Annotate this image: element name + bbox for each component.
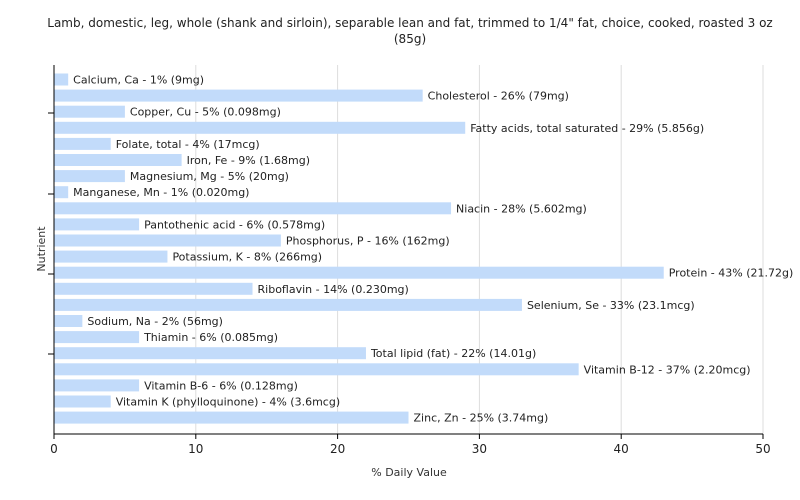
x-axis-label: % Daily Value [371, 466, 447, 479]
bar-label: Phosphorus, P - 16% (162mg) [286, 235, 450, 248]
bar [54, 105, 125, 118]
bar [54, 411, 409, 424]
bar-label: Vitamin B-6 - 6% (0.128mg) [144, 379, 298, 392]
bar-label: Magnesium, Mg - 5% (20mg) [130, 170, 289, 183]
bar-label: Manganese, Mn - 1% (0.020mg) [73, 186, 249, 199]
bar [54, 73, 69, 86]
bar [54, 395, 111, 408]
bar [54, 347, 366, 360]
bar-label: Thiamin - 6% (0.085mg) [143, 331, 278, 344]
bar-label: Fatty acids, total saturated - 29% (5.85… [470, 122, 704, 135]
bar [54, 363, 579, 376]
bar-label: Niacin - 28% (5.602mg) [456, 202, 587, 215]
bar [54, 170, 125, 183]
bar [54, 89, 423, 102]
bar-label: Protein - 43% (21.72g) [669, 267, 794, 280]
bar-label: Pantothenic acid - 6% (0.578mg) [144, 218, 325, 231]
bar-label: Folate, total - 4% (17mcg) [116, 138, 260, 151]
chart-title: Lamb, domestic, leg, whole (shank and si… [47, 16, 773, 46]
bar [54, 218, 140, 231]
bar-label: Vitamin K (phylloquinone) - 4% (3.6mcg) [116, 396, 340, 409]
bar-label: Vitamin B-12 - 37% (2.20mcg) [584, 363, 751, 376]
bar [54, 379, 140, 392]
x-tick-label: 50 [755, 442, 770, 456]
bar-label: Riboflavin - 14% (0.230mg) [258, 283, 409, 296]
y-axis-label: Nutrient [35, 226, 48, 272]
bar-label: Zinc, Zn - 25% (3.74mg) [414, 412, 549, 425]
bar [54, 266, 664, 279]
bar-label: Calcium, Ca - 1% (9mg) [73, 74, 204, 87]
x-tick-label: 0 [50, 442, 58, 456]
bar-label: Total lipid (fat) - 22% (14.01g) [370, 347, 536, 360]
bar-label: Sodium, Na - 2% (56mg) [87, 315, 223, 328]
x-tick-label: 20 [330, 442, 345, 456]
bar [54, 315, 83, 327]
x-tick-label: 30 [472, 442, 487, 456]
axes: 0 10 20 30 40 50 [48, 65, 771, 456]
bar [54, 202, 452, 215]
bar-label: Cholesterol - 26% (79mg) [428, 90, 569, 103]
x-tick-label: 40 [614, 442, 629, 456]
bar [54, 137, 111, 150]
bars: Calcium, Ca - 1% (9mg) Cholesterol - 26% … [54, 73, 794, 425]
bar [54, 298, 522, 311]
bar-label: Iron, Fe - 9% (1.68mg) [187, 154, 310, 167]
bar [54, 154, 182, 166]
bar [54, 121, 466, 134]
bar [54, 331, 140, 344]
bar [54, 234, 281, 247]
bar-label: Copper, Cu - 5% (0.098mg) [130, 106, 281, 119]
bar [54, 282, 253, 295]
bar [54, 250, 168, 263]
bar [54, 186, 69, 199]
x-tick-label: 10 [188, 442, 203, 456]
bar-label: Potassium, K - 8% (266mg) [172, 251, 322, 264]
bar-label: Selenium, Se - 33% (23.1mcg) [527, 299, 695, 312]
